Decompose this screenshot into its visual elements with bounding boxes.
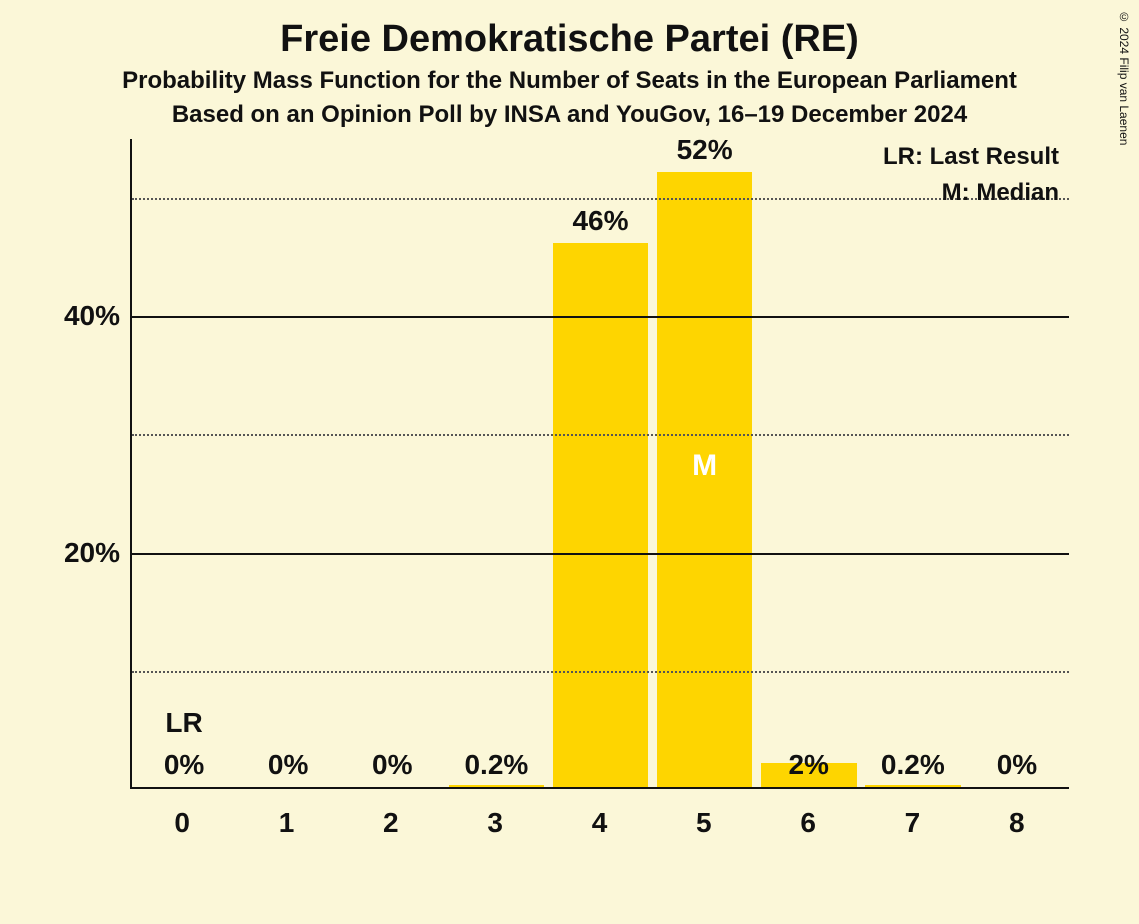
x-tick-label: 4 — [547, 791, 651, 839]
median-marker: M — [692, 449, 717, 483]
gridline-minor — [132, 434, 1069, 436]
gridline-major — [132, 553, 1069, 555]
x-tick-label: 5 — [652, 791, 756, 839]
bar: 2% — [761, 763, 857, 787]
chart-subtitle-2: Based on an Opinion Poll by INSA and You… — [40, 101, 1099, 129]
x-tick-label: 1 — [234, 791, 338, 839]
bar-slot: 2% — [757, 139, 861, 787]
legend-lr: LR: Last Result — [883, 143, 1059, 171]
bars-group: 0%LR0%0%0.2%46%52%M2%0.2%0% — [132, 139, 1069, 787]
chart-container: © 2024 Filip van Laenen Freie Demokratis… — [0, 0, 1139, 924]
bar: 46% — [553, 243, 649, 787]
y-tick-label: 40% — [64, 300, 120, 332]
bar: 52%M — [657, 172, 753, 787]
bar-slot: 0% — [236, 139, 340, 787]
plot-area: LR: Last Result M: Median 0%LR0%0%0.2%46… — [130, 139, 1069, 839]
bar-slot: 52%M — [653, 139, 757, 787]
bar-value-label: 52% — [677, 134, 733, 166]
bar: 0.2% — [449, 785, 545, 787]
x-tick-label: 7 — [860, 791, 964, 839]
chart-title: Freie Demokratische Partei (RE) — [40, 18, 1099, 61]
gridline-major — [132, 316, 1069, 318]
bar-value-label: 0.2% — [464, 749, 528, 781]
x-tick-label: 0 — [130, 791, 234, 839]
bar-slot: 0.2% — [444, 139, 548, 787]
chart-subtitle-1: Probability Mass Function for the Number… — [40, 67, 1099, 95]
x-tick-label: 3 — [443, 791, 547, 839]
grid-area: 0%LR0%0%0.2%46%52%M2%0.2%0% 20%40% — [130, 139, 1069, 789]
bar: 0.2% — [865, 785, 961, 787]
legend: LR: Last Result M: Median — [883, 143, 1059, 215]
bar-slot: 46% — [548, 139, 652, 787]
bar-value-label: 0% — [372, 749, 412, 781]
bar-slot: 0% — [340, 139, 444, 787]
bar-value-label: 0% — [997, 749, 1037, 781]
bar-slot: 0% LR — [132, 139, 236, 787]
x-tick-label: 8 — [965, 791, 1069, 839]
bar-slot: 0% — [965, 139, 1069, 787]
x-tick-label: 2 — [339, 791, 443, 839]
legend-m: M: Median — [883, 179, 1059, 207]
x-axis: 012345678 — [130, 791, 1069, 839]
last-result-marker: LR — [165, 707, 202, 739]
copyright-text: © 2024 Filip van Laenen — [1117, 10, 1131, 145]
bar-value-label: 0.2% — [881, 749, 945, 781]
x-tick-label: 6 — [756, 791, 860, 839]
bar-slot: 0.2% — [861, 139, 965, 787]
bar-value-label: 0% — [268, 749, 308, 781]
bar-value-label: 0% — [164, 749, 204, 781]
gridline-minor — [132, 671, 1069, 673]
y-tick-label: 20% — [64, 537, 120, 569]
bar-value-label: 46% — [572, 205, 628, 237]
bar-value-label: 2% — [788, 749, 828, 781]
